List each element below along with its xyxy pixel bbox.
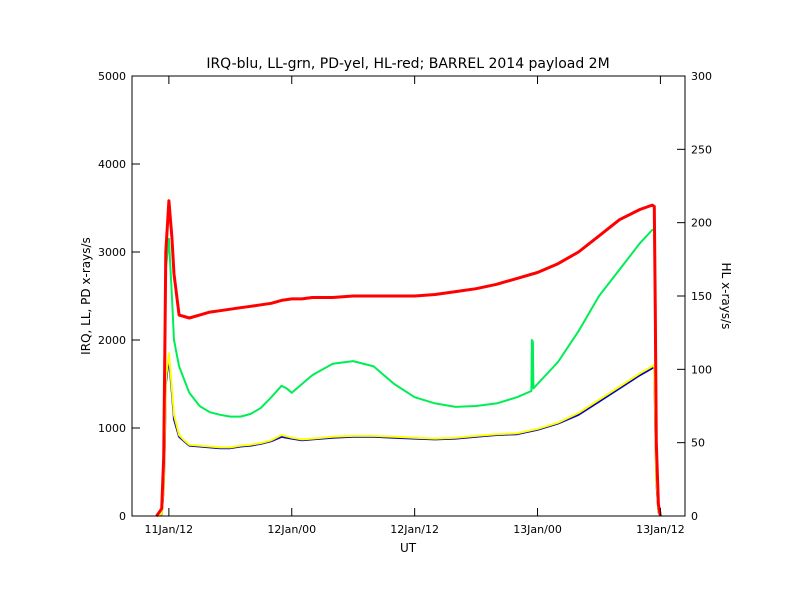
- y-tick-label-right: 250: [691, 143, 712, 156]
- x-tick-label: 13Jan/00: [513, 523, 562, 536]
- series-line-hl: [155, 199, 662, 517]
- y-tick-label-left: 5000: [98, 70, 126, 83]
- y-tick-label-right: 300: [691, 70, 712, 83]
- y-tick-label-left: 0: [119, 510, 126, 523]
- y-axis-left: 0 1000 2000 3000 4000 5000: [98, 70, 140, 523]
- x-tick-label: 12Jan/12: [390, 523, 439, 536]
- y-tick-label-right: 50: [691, 437, 705, 450]
- y-tick-label-right: 200: [691, 217, 712, 230]
- y-tick-label-left: 3000: [98, 246, 126, 259]
- series-layer: [155, 199, 662, 517]
- y-tick-label-left: 2000: [98, 334, 126, 347]
- series-line-ll: [156, 228, 662, 517]
- series-line-pd: [156, 352, 662, 517]
- y-tick-label-right: 100: [691, 363, 712, 376]
- x-axis: 11Jan/12 12Jan/00 12Jan/12 13Jan/00 13Jan/12: [145, 76, 685, 536]
- x-tick-label: 12Jan/00: [267, 523, 316, 536]
- x-tick-label: 11Jan/12: [145, 523, 194, 536]
- y-tick-label-left: 1000: [98, 422, 126, 435]
- y-tick-label-right: 0: [691, 510, 698, 523]
- y-axis-label-right: HL x-rays/s: [719, 263, 733, 330]
- y-tick-label-left: 4000: [98, 158, 126, 171]
- x-axis-label: UT: [400, 541, 417, 555]
- y-axis-right: 0 50 100 150 200 250 300: [677, 70, 712, 523]
- y-tick-label-right: 150: [691, 290, 712, 303]
- x-tick-label: 13Jan/12: [636, 523, 685, 536]
- y-axis-label-left: IRQ, LL, PD x-rays/s: [79, 237, 93, 355]
- chart-title: IRQ-blu, LL-grn, PD-yel, HL-red; BARREL …: [206, 56, 609, 72]
